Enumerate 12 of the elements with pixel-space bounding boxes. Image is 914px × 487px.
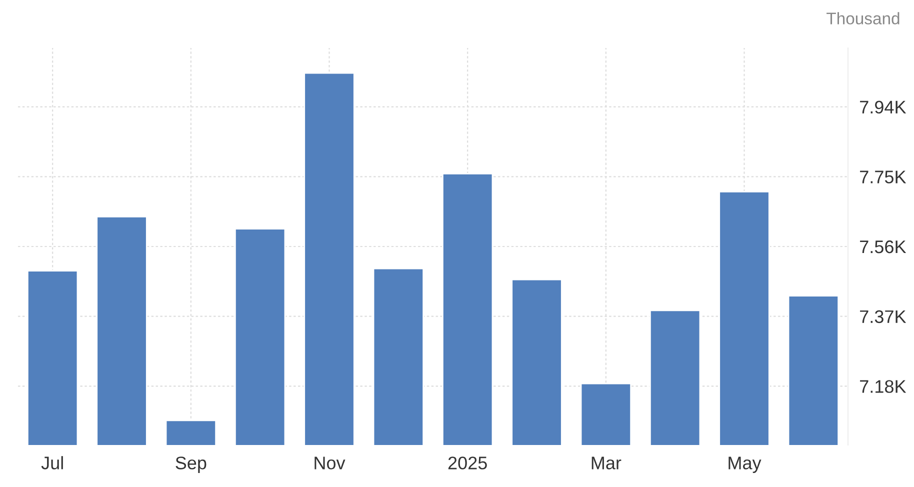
y-tick-label: 7.94K: [860, 100, 906, 114]
y-tick-label: 7.37K: [860, 310, 906, 324]
x-tick-label: May: [728, 456, 762, 473]
y-tick-label: 7.18K: [860, 380, 906, 393]
x-tick-label: Jul: [41, 456, 63, 470]
x-tick-label: Mar: [592, 456, 622, 470]
y-axis-title: Thousand: [826, 12, 900, 24]
y-tick-label: 7.75K: [860, 170, 906, 184]
x-tick-label: 2025: [448, 456, 487, 470]
x-tick-label: Sep: [176, 456, 206, 473]
x-tick-label: Nov: [314, 456, 346, 470]
y-tick-label: 7.56K: [860, 240, 906, 254]
